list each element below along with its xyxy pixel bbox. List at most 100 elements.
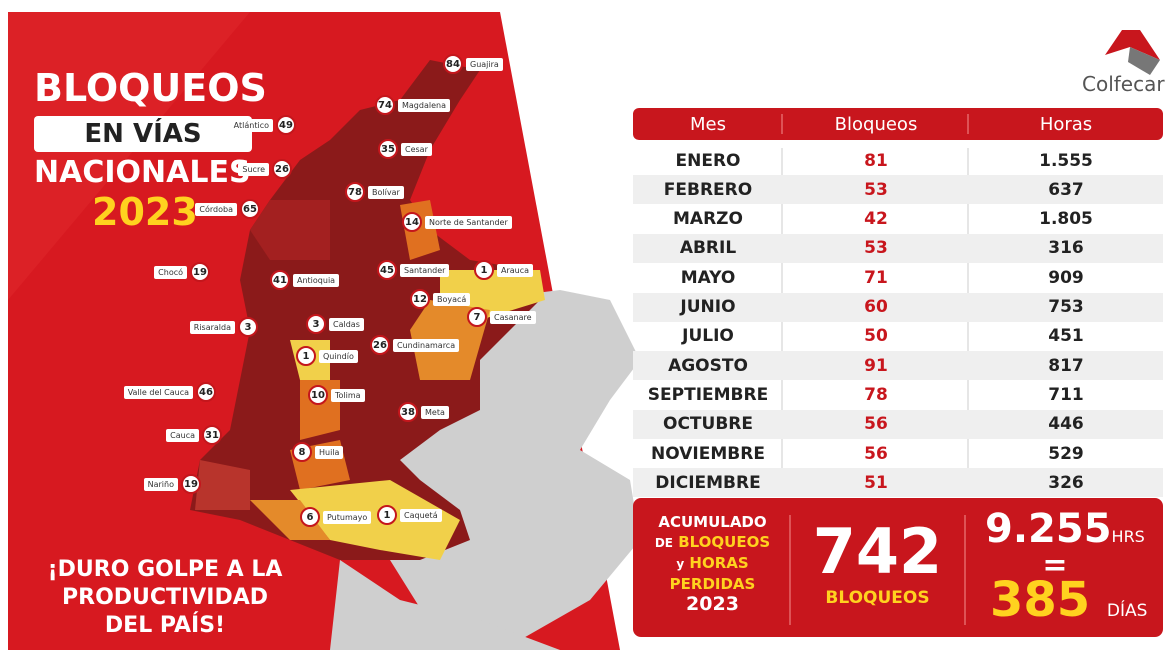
pin-value: 14 (402, 212, 422, 232)
map-pin: 26 Cundinamarca (370, 335, 460, 355)
tagline-line: PRODUCTIVIDAD (62, 585, 268, 610)
map-pin: 41 Antioquia (270, 270, 340, 290)
table-cell: NOVIEMBRE (651, 443, 765, 464)
pin-value: 49 (276, 115, 296, 135)
pin-label: Magdalena (398, 98, 450, 112)
table-cell: 316 (1048, 238, 1084, 259)
map-pin: Risaralda 3 (189, 317, 258, 337)
map-pin: 1 Caquetá (377, 505, 442, 525)
pin-value: 46 (196, 382, 216, 402)
pin-value: 26 (370, 335, 390, 355)
table-row: ENERO 81 1.555 (633, 146, 1163, 175)
map-pin: 6 Putumayo (300, 507, 372, 527)
table-cell: SEPTIEMBRE (647, 384, 769, 405)
pin-value: 10 (308, 385, 328, 405)
pin-label: Atlántico (229, 118, 273, 132)
pin-value: 74 (375, 95, 395, 115)
pin-label: Meta (421, 405, 449, 419)
total: 742 (812, 515, 943, 588)
hours: 9.255HRS (985, 506, 1145, 552)
subtitle: NACIONALES (34, 155, 251, 190)
pin-label: Caldas (329, 317, 364, 331)
pin-label: Córdoba (195, 202, 237, 216)
table-row: JULIO 50 451 (633, 322, 1163, 351)
table-cell: 81 (864, 150, 888, 171)
pin-value: 1 (474, 260, 494, 280)
map-pin: 78 Bolívar (345, 182, 404, 202)
pin-value: 35 (378, 139, 398, 159)
days-unit: DÍAS (1106, 601, 1148, 621)
hours-value: 9.255 (985, 506, 1112, 552)
pin-label: Tolima (331, 388, 365, 402)
pin-value: 31 (202, 425, 222, 445)
pin-label: Quindío (319, 349, 358, 363)
pin-value: 26 (272, 159, 292, 179)
total-unit: BLOQUEOS (825, 588, 930, 608)
pin-label: Casanare (490, 310, 536, 324)
table-cell: 1.805 (1039, 209, 1093, 230)
column-header: Horas (1039, 114, 1093, 135)
hours-unit: HRS (1111, 527, 1145, 546)
pin-value: 7 (467, 307, 487, 327)
pin-value: 6 (300, 507, 320, 527)
tagline-line: DEL PAÍS! (104, 613, 226, 638)
pin-label: Norte de Santander (425, 215, 512, 229)
map-pin: 38 Meta (398, 402, 449, 422)
pin-label: Chocó (154, 265, 187, 279)
map-pin: Atlántico 49 (229, 115, 296, 135)
table-cell: 42 (864, 209, 888, 230)
title: BLOQUEOS (34, 66, 267, 110)
pin-value: 19 (181, 474, 201, 494)
map-pin: 1 Arauca (474, 260, 534, 280)
table-cell: 637 (1048, 179, 1084, 200)
summary-text: PERDIDAS (669, 575, 756, 593)
table-cell: ENERO (675, 150, 741, 171)
table-row: ABRIL 53 316 (633, 233, 1163, 263)
pin-label: Huila (315, 445, 344, 459)
pin-label: Cauca (166, 428, 199, 442)
table-cell: FEBRERO (663, 179, 753, 200)
table-cell: 71 (864, 267, 888, 288)
pin-label: Putumayo (323, 510, 372, 524)
summary-text: ACUMULADO (658, 513, 767, 531)
pin-value: 65 (240, 199, 260, 219)
pin-value: 41 (270, 270, 290, 290)
pin-value: 45 (377, 260, 397, 280)
summary-text: 2023 (686, 593, 739, 615)
subtitle: EN VÍAS (34, 116, 252, 152)
map-colombia (190, 60, 540, 560)
pin-label: Guajira (466, 57, 503, 71)
table-row: FEBRERO 53 637 (633, 175, 1163, 205)
table-cell: ABRIL (679, 238, 737, 259)
pin-label: Santander (400, 263, 450, 277)
pin-value: 1 (296, 346, 316, 366)
table-cell: DICIEMBRE (655, 472, 761, 493)
table-cell: JULIO (682, 326, 734, 347)
map-pin: 3 Caldas (306, 314, 364, 334)
table-row: MAYO 71 909 (633, 263, 1163, 292)
pin-label: Boyacá (433, 292, 471, 306)
map-pin: 8 Huila (292, 442, 344, 462)
equals: = (1042, 548, 1068, 583)
table-cell: MARZO (673, 209, 743, 230)
summary-text: HORAS (689, 554, 749, 572)
table-cell: 56 (864, 414, 888, 435)
summary-text: y (676, 557, 685, 571)
map-pin: 45 Santander (377, 260, 450, 280)
pin-value: 3 (306, 314, 326, 334)
summary-text: DE (654, 536, 673, 550)
table-cell: 529 (1048, 443, 1084, 464)
summary-bg (633, 498, 1163, 637)
map-pin: 14 Norte de Santander (402, 212, 512, 232)
table-header-bg (633, 108, 1163, 140)
map-pin: 10 Tolima (308, 385, 365, 405)
table-cell: 753 (1048, 297, 1084, 317)
table-row: AGOSTO 91 817 (633, 351, 1163, 381)
map-pin: Nariño 19 (143, 474, 201, 494)
table-cell: 51 (864, 472, 888, 493)
table-cell: 53 (864, 238, 888, 259)
pin-value: 12 (410, 289, 430, 309)
summary-text: BLOQUEOS (678, 533, 771, 551)
table-cell: 60 (864, 297, 888, 317)
